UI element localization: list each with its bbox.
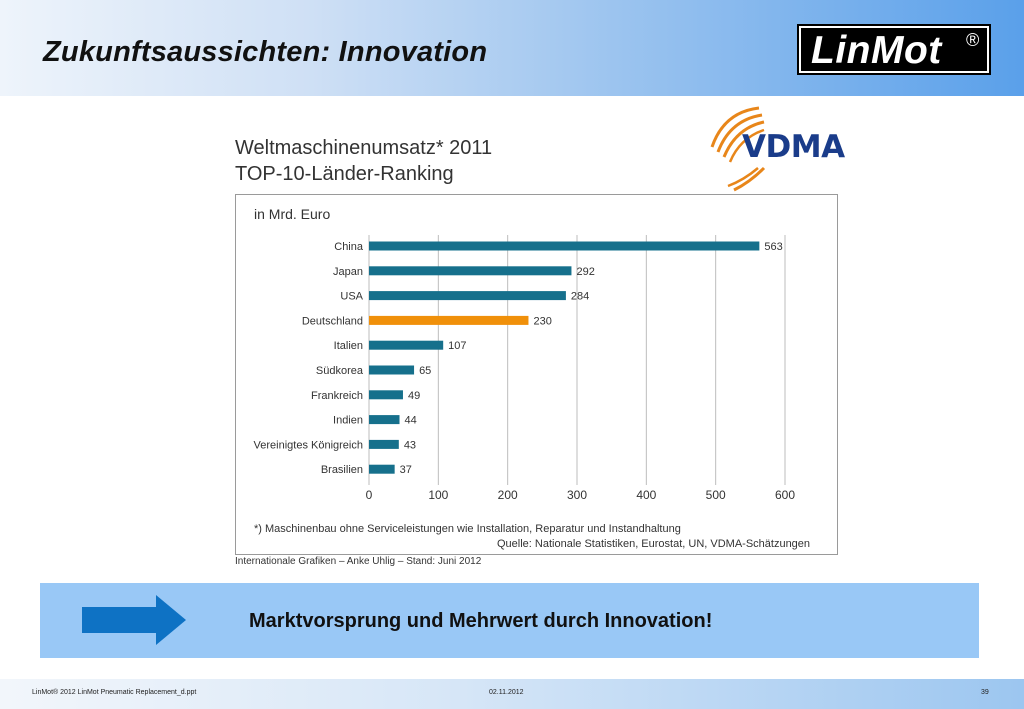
value-label: 44 bbox=[405, 415, 417, 427]
value-label: 230 bbox=[533, 315, 551, 327]
message-banner: Marktvorsprung und Mehrwert durch Innova… bbox=[40, 583, 979, 658]
chart-credit: Internationale Grafiken – Anke Uhlig – S… bbox=[235, 556, 482, 567]
page-number: 39 bbox=[981, 689, 989, 696]
vdma-logo-text: VDMA bbox=[742, 129, 845, 165]
x-tick-label: 0 bbox=[366, 488, 373, 502]
category-label: Brasilien bbox=[321, 464, 363, 476]
bar bbox=[369, 415, 400, 425]
chart-source: Quelle: Nationale Statistiken, Eurostat,… bbox=[497, 538, 811, 550]
category-label: Indien bbox=[333, 415, 363, 427]
chart-image: Weltmaschinenumsatz* 2011 TOP-10-Länder-… bbox=[232, 100, 845, 575]
plot-frame bbox=[235, 194, 838, 555]
banner-text: Marktvorsprung und Mehrwert durch Innova… bbox=[249, 610, 713, 632]
footer-file: LinMot® 2012 LinMot Pneumatic Replacemen… bbox=[32, 689, 197, 696]
category-label: China bbox=[334, 241, 364, 253]
bar bbox=[369, 390, 403, 400]
linmot-logo: LinMot ® bbox=[797, 24, 991, 75]
bar bbox=[369, 464, 395, 474]
registered-mark: ® bbox=[965, 30, 979, 50]
bar bbox=[369, 291, 566, 301]
value-label: 43 bbox=[404, 439, 416, 451]
chart-title: Weltmaschinenumsatz* 2011 bbox=[235, 137, 493, 159]
category-label: Italien bbox=[334, 340, 363, 352]
bar bbox=[369, 365, 415, 375]
bar bbox=[369, 439, 399, 449]
unit-label: in Mrd. Euro bbox=[254, 206, 331, 222]
footer-date: 02.11.2012 bbox=[489, 689, 524, 696]
chart-subtitle: TOP-10-Länder-Ranking bbox=[235, 163, 454, 185]
value-label: 563 bbox=[764, 241, 782, 253]
x-tick-label: 200 bbox=[498, 488, 518, 502]
x-tick-label: 100 bbox=[428, 488, 448, 502]
x-tick-label: 600 bbox=[775, 488, 795, 502]
chart-footnote: *) Maschinenbau ohne Serviceleistungen w… bbox=[254, 523, 681, 535]
category-label: Vereinigtes Königreich bbox=[254, 439, 363, 451]
value-label: 107 bbox=[448, 340, 466, 352]
value-label: 292 bbox=[576, 266, 594, 278]
category-label: Südkorea bbox=[316, 365, 364, 377]
footer: LinMot® 2012 LinMot Pneumatic Replacemen… bbox=[0, 679, 1024, 709]
right-arrow-icon bbox=[82, 595, 186, 645]
value-label: 49 bbox=[408, 390, 420, 402]
x-tick-label: 500 bbox=[706, 488, 726, 502]
category-label: Frankreich bbox=[311, 390, 363, 402]
bar bbox=[369, 266, 572, 276]
x-tick-label: 300 bbox=[567, 488, 587, 502]
logo-text: LinMot bbox=[811, 29, 942, 72]
bar bbox=[369, 340, 444, 350]
value-label: 37 bbox=[400, 464, 412, 476]
bar bbox=[369, 315, 529, 325]
bar-chart: 0 100 200 300 400 500 600 China 563 Japan 292 USA 28… bbox=[254, 235, 795, 502]
vdma-logo: VDMA bbox=[704, 102, 845, 192]
header-band: Zukunftsaussichten: Innovation LinMot ® bbox=[0, 0, 1024, 96]
x-tick-label: 400 bbox=[636, 488, 656, 502]
category-label: USA bbox=[340, 291, 363, 303]
value-label: 65 bbox=[419, 365, 431, 377]
category-label: Deutschland bbox=[302, 315, 363, 327]
bar bbox=[369, 241, 760, 251]
slide-title: Zukunftsaussichten: Innovation bbox=[43, 36, 488, 68]
value-label: 284 bbox=[571, 291, 589, 303]
vdma-swoosh-icon bbox=[710, 106, 766, 192]
category-label: Japan bbox=[333, 266, 363, 278]
